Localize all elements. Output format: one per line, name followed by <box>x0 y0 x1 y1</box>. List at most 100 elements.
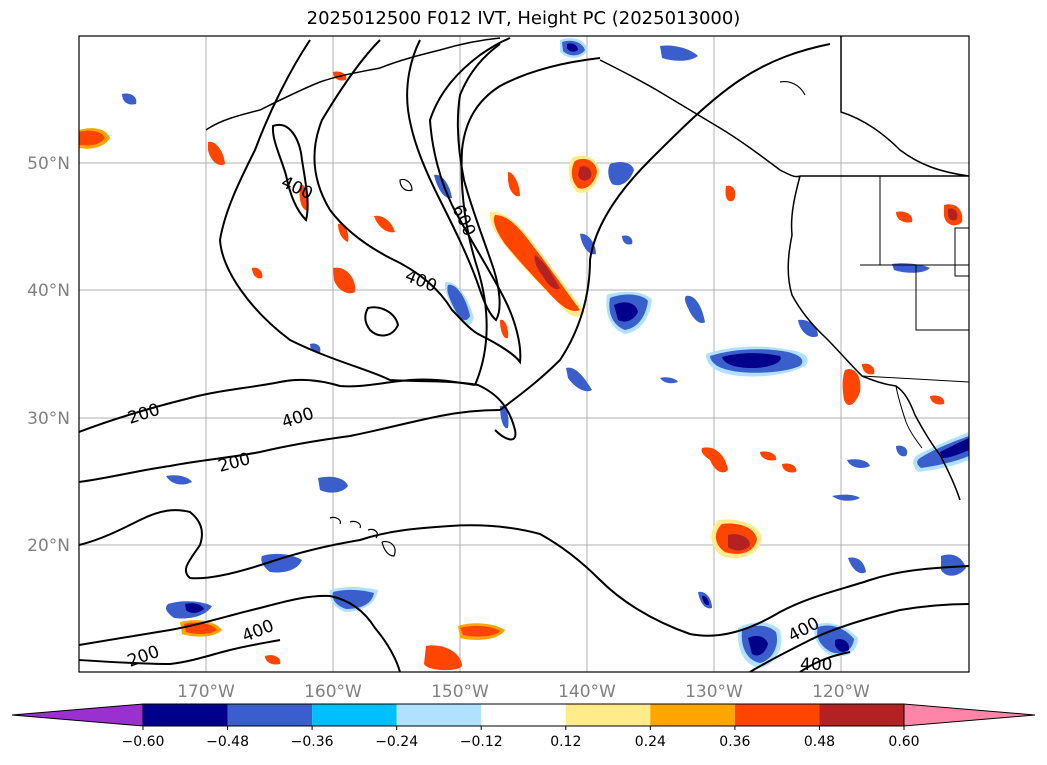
colorbar-tick-label: −0.24 <box>375 734 418 750</box>
ivt-patch <box>534 255 560 290</box>
ivt-patch <box>660 45 698 61</box>
ivt-patch <box>835 639 850 652</box>
colorbar: −0.60 −0.48 −0.36 −0.24 −0.12 0.12 0.24 0.36 0.4… <box>11 703 1036 750</box>
contour-line <box>271 123 309 222</box>
lat-label-50n: 50°N <box>27 154 70 174</box>
ivt-patch <box>896 445 908 457</box>
ivt-patch <box>265 655 281 665</box>
ivt-patch <box>848 557 866 574</box>
longitude-labels: 170°W 160°W 150°W 140°W 130°W 120°W <box>177 682 870 702</box>
lat-label-30n: 30°N <box>27 409 70 429</box>
ivt-patch <box>566 367 592 392</box>
contour-line <box>79 378 476 433</box>
lat-label-40n: 40°N <box>27 281 70 301</box>
ivt-patch <box>728 534 750 551</box>
contour-line <box>749 603 969 672</box>
map-area <box>79 36 969 672</box>
ivt-patch <box>701 447 728 473</box>
contour-line <box>313 37 522 365</box>
ivt-patch <box>892 263 930 273</box>
ivt-patch <box>702 595 709 606</box>
coastline-alaska-bc <box>599 59 801 178</box>
colorbar-tick-label: 0.48 <box>804 734 835 750</box>
colorbar-segment <box>819 704 904 726</box>
lon-label-160w: 160°W <box>304 682 362 702</box>
ivt-patch <box>332 589 374 609</box>
colorbar-tick-label: 0.60 <box>888 734 919 750</box>
ivt-patch <box>842 369 861 406</box>
ivt-patch <box>261 553 302 573</box>
ivt-patch <box>760 451 777 461</box>
latitude-labels: 50°N 40°N 30°N 20°N <box>27 154 70 556</box>
lat-label-20n: 20°N <box>27 536 70 556</box>
colorbar-tick-label: 0.24 <box>635 734 666 750</box>
colorbar-tick-label: 0.36 <box>719 734 750 750</box>
contour-line <box>79 409 501 483</box>
ivt-patch <box>798 319 818 338</box>
colorbar-segment <box>396 704 482 726</box>
island <box>399 178 413 192</box>
ivt-patch <box>333 267 356 294</box>
ivt-patch <box>941 554 966 576</box>
ivt-patch <box>460 625 500 637</box>
coastline-fragment <box>779 80 806 96</box>
colorbar-segment <box>650 704 735 726</box>
ivt-positive-patches <box>79 71 963 671</box>
ivt-patch <box>832 494 860 501</box>
ivt-patch <box>500 319 509 339</box>
lon-label-140w: 140°W <box>558 682 616 702</box>
ivt-patch <box>896 211 913 223</box>
map-frame <box>78 35 970 673</box>
ivt-patch <box>578 166 592 181</box>
colorbar-tick-label: −0.36 <box>291 734 334 750</box>
height-contours <box>79 37 969 672</box>
contour-line <box>460 57 601 386</box>
contour-line <box>79 594 401 672</box>
colorbar-segment <box>227 704 313 726</box>
contour-line <box>79 509 969 637</box>
ivt-patch <box>567 43 578 52</box>
colorbar-segment <box>734 704 820 726</box>
ivt-patch <box>847 459 870 468</box>
lon-label-170w: 170°W <box>177 682 235 702</box>
colorbar-tick-label: −0.60 <box>122 734 165 750</box>
colorbar-tick-label: −0.48 <box>206 734 249 750</box>
ivt-patch <box>748 636 768 656</box>
ivt-patch <box>447 284 470 321</box>
colorbar-extend-high <box>903 703 1036 727</box>
contour-line <box>218 39 517 441</box>
lon-label-150w: 150°W <box>431 682 489 702</box>
colorbar-segment <box>481 704 566 726</box>
colorbar-segment <box>565 704 651 726</box>
border-line <box>800 36 969 177</box>
ivt-patch <box>622 235 633 245</box>
lon-label-130w: 130°W <box>685 682 743 702</box>
contour-line <box>499 43 831 411</box>
ivt-patch <box>424 645 462 671</box>
ivt-patch <box>940 438 969 458</box>
ivt-patch <box>722 353 781 368</box>
ivt-patch <box>79 130 105 146</box>
state-borders <box>860 36 969 331</box>
colorbar-extend-low <box>11 703 144 727</box>
ivt-negative-patches <box>122 38 969 668</box>
ivt-patch <box>252 267 263 279</box>
map-title: 2025012500 F012 IVT, Height PC (20250130… <box>306 8 741 29</box>
coastlines <box>205 36 969 557</box>
contour-label: 400 <box>800 655 832 675</box>
border-us-mexico <box>861 375 969 383</box>
ivt-patch <box>782 463 797 473</box>
ivt-patch <box>500 405 509 429</box>
coastline-baja <box>895 385 923 449</box>
ivt-patch <box>208 141 225 166</box>
ivt-patch <box>185 603 204 613</box>
ivt-patch <box>318 476 348 493</box>
ivt-patch <box>614 302 638 322</box>
hawaii-islands <box>329 516 396 557</box>
ivt-patch <box>930 395 945 405</box>
coastline-aleutians <box>205 37 501 131</box>
ivt-patch <box>608 162 634 186</box>
lon-label-120w: 120°W <box>812 682 870 702</box>
ivt-patch <box>122 93 137 105</box>
